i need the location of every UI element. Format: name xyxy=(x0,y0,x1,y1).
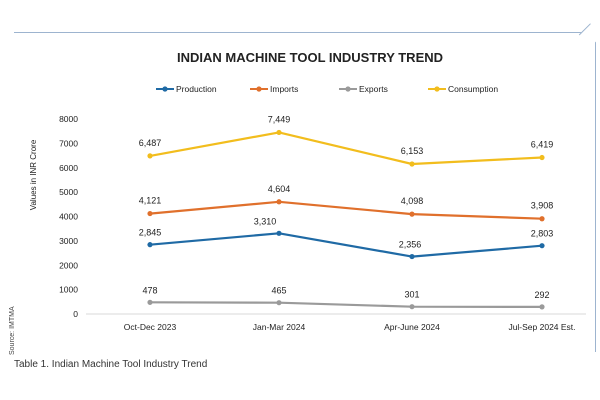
data-point-consumption xyxy=(276,129,282,136)
y-tick-label: 8000 xyxy=(59,114,78,124)
data-point-exports xyxy=(539,304,545,310)
legend: Production Imports Exports Consumption xyxy=(156,84,498,94)
chart-frame xyxy=(14,32,596,352)
series-line-exports xyxy=(149,301,543,308)
data-label-imports: 4,098 xyxy=(401,196,424,206)
y-tick-label: 1000 xyxy=(59,285,78,295)
data-label-production: 2,845 xyxy=(139,228,162,238)
data-label-imports: 3,908 xyxy=(531,201,554,211)
data-point-production xyxy=(409,253,415,260)
data-label-consumption: 6,153 xyxy=(401,146,424,156)
data-point-consumption xyxy=(409,161,415,167)
y-tick-label: 0 xyxy=(73,309,78,319)
data-label-exports: 465 xyxy=(271,286,286,296)
data-point-exports xyxy=(276,300,282,306)
y-tick-label: 5000 xyxy=(59,187,78,197)
data-point-consumption xyxy=(147,153,153,159)
legend-label: Production xyxy=(176,84,217,94)
y-tick-label: 4000 xyxy=(59,212,78,222)
data-point-imports xyxy=(539,216,545,222)
series-line-imports xyxy=(149,200,543,220)
source-label: Source: IMTMA xyxy=(9,306,16,355)
x-tick-label: Apr-June 2024 xyxy=(384,322,440,332)
series-line-production xyxy=(149,232,543,258)
data-point-imports xyxy=(147,210,153,217)
y-tick-label: 7000 xyxy=(59,138,78,148)
legend-swatch-marker xyxy=(434,86,440,92)
y-tick-label: 3000 xyxy=(59,236,78,246)
legend-swatch-marker xyxy=(162,86,168,92)
x-tick-label: Jan-Mar 2024 xyxy=(253,322,306,332)
data-label-consumption: 7,449 xyxy=(268,114,291,124)
data-label-production: 2,803 xyxy=(531,229,554,239)
data-point-exports xyxy=(409,304,415,310)
series-layer: 2,845 3,310 2,356 2,803 4,121 4,604 4,098 3,908… xyxy=(139,114,554,310)
data-label-exports: 478 xyxy=(142,285,157,295)
series-line-consumption xyxy=(149,131,543,166)
data-point-consumption xyxy=(539,154,545,161)
legend-swatch-marker xyxy=(256,86,262,92)
data-point-production xyxy=(539,243,545,249)
figure-caption: Table 1. Indian Machine Tool Industry Tr… xyxy=(14,359,208,370)
data-point-exports xyxy=(147,299,153,305)
data-label-imports: 4,604 xyxy=(268,184,291,194)
data-label-production: 3,310 xyxy=(254,216,277,226)
y-axis-ticks: 0 1000 2000 3000 4000 5000 6000 7000 8000 xyxy=(59,114,78,319)
data-label-exports: 292 xyxy=(534,290,549,300)
legend-label: Exports xyxy=(359,84,388,94)
legend-swatch-marker xyxy=(345,86,351,92)
data-label-production: 2,356 xyxy=(399,240,422,250)
data-point-production xyxy=(276,230,282,236)
y-axis-label: Values in INR Crore xyxy=(29,139,38,210)
data-point-imports xyxy=(276,199,282,205)
y-tick-label: 6000 xyxy=(59,163,78,173)
x-tick-label: Jul-Sep 2024 Est. xyxy=(508,322,575,332)
x-tick-label: Oct-Dec 2023 xyxy=(124,322,177,332)
chart-title: INDIAN MACHINE TOOL INDUSTRY TREND xyxy=(177,50,443,65)
legend-label: Consumption xyxy=(448,84,498,94)
data-point-production xyxy=(147,242,153,248)
data-label-consumption: 6,487 xyxy=(139,138,162,148)
data-label-imports: 4,121 xyxy=(139,196,162,206)
data-point-imports xyxy=(409,211,415,217)
x-axis-ticks: Oct-Dec 2023 Jan-Mar 2024 Apr-June 2024 Jul… xyxy=(124,322,576,332)
data-label-consumption: 6,419 xyxy=(531,140,554,150)
legend-label: Imports xyxy=(270,84,298,94)
y-tick-label: 2000 xyxy=(59,260,78,270)
data-label-exports: 301 xyxy=(404,290,419,300)
